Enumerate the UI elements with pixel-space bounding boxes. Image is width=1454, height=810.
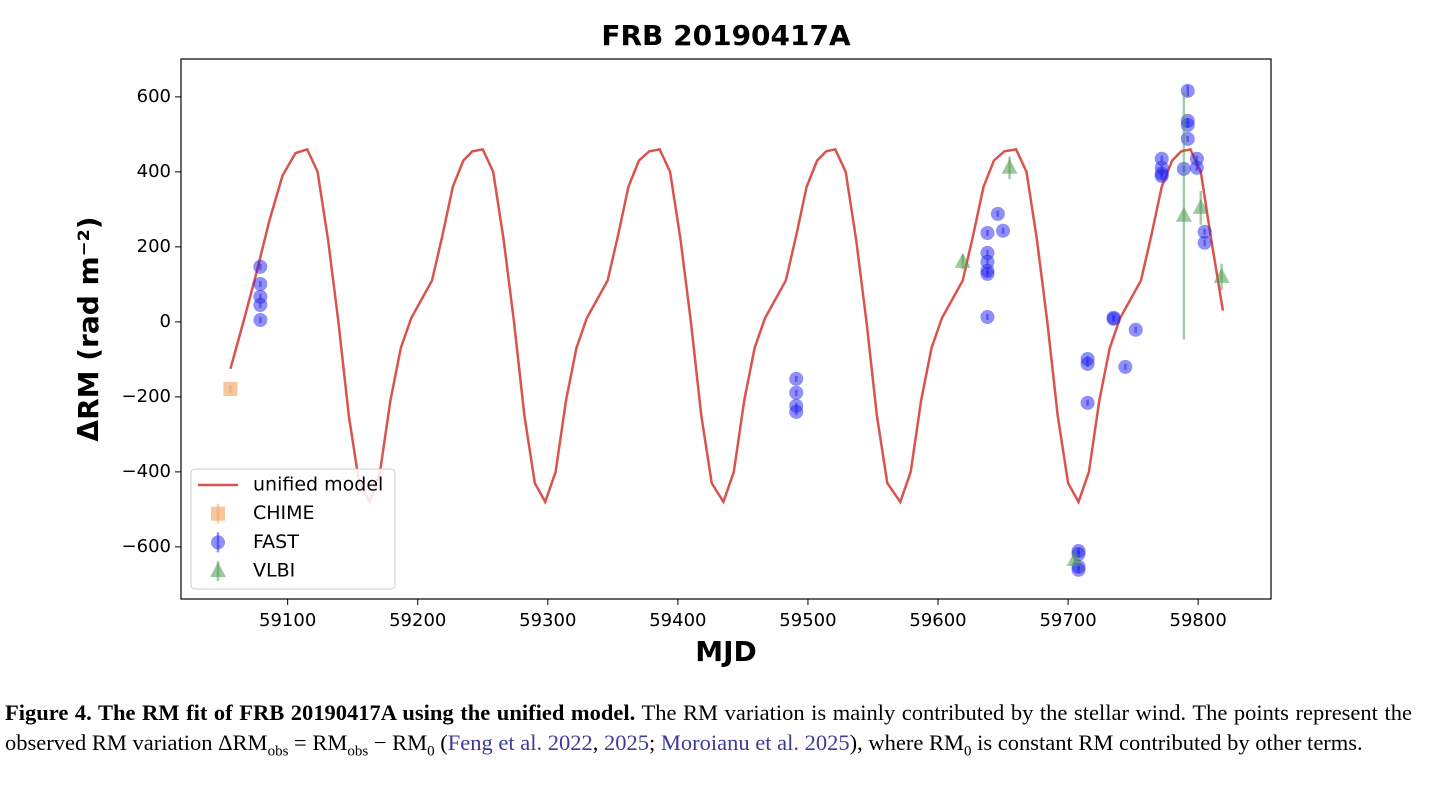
- caption-sub: obs: [267, 743, 289, 760]
- marker: [1192, 198, 1209, 214]
- marker: [980, 266, 995, 281]
- caption-text: The RM variation is mainly contributed b…: [5, 700, 1412, 755]
- caption-text: − RM: [368, 730, 428, 755]
- citation-link[interactable]: Feng et al. 2022: [447, 730, 593, 755]
- marker: [789, 371, 804, 386]
- caption-sub: 0: [963, 743, 972, 760]
- marker: [996, 223, 1011, 238]
- y-tick-label: 400: [137, 161, 171, 182]
- chart: FRB 20190417A MJD ΔRM (rad m⁻²) 59100 592…: [72, 19, 1272, 668]
- caption-text: is constant RM contributed by other term…: [971, 730, 1363, 755]
- marker: [253, 313, 268, 327]
- citation-link[interactable]: Moroianu et al. 2025: [660, 730, 850, 755]
- marker: [253, 277, 268, 291]
- x-tick-label: 59300: [519, 610, 576, 631]
- legend-label: unified model: [253, 474, 383, 496]
- marker: [1154, 169, 1169, 183]
- legend: unified model CHIME FAST VLBI: [190, 468, 396, 590]
- caption-text: (: [434, 730, 448, 755]
- marker: [1066, 551, 1083, 566]
- caption-text: ;: [649, 730, 661, 755]
- marker: [789, 385, 804, 400]
- y-tick-label: −400: [122, 461, 171, 482]
- y-tick-label: 0: [160, 311, 171, 332]
- marker: [1128, 322, 1143, 337]
- chart-title: FRB 20190417A: [601, 19, 851, 52]
- marker: [223, 382, 238, 396]
- marker: [1118, 359, 1133, 374]
- y-tick-label: −200: [122, 386, 171, 407]
- caption-text: ,: [592, 730, 605, 755]
- caption-text: = RM: [288, 730, 348, 755]
- legend-label: CHIME: [253, 502, 315, 524]
- y-tick-label: 200: [137, 236, 171, 257]
- y-tick-label: 600: [137, 86, 171, 107]
- marker: [980, 226, 995, 240]
- x-tick-label: 59200: [389, 610, 446, 631]
- legend-label: FAST: [253, 531, 299, 553]
- x-tick-label: 59600: [909, 610, 966, 631]
- marker: [1080, 356, 1095, 371]
- citation-link[interactable]: 2025: [604, 730, 650, 755]
- legend-swatch: [210, 562, 226, 578]
- x-axis-label: MJD: [695, 635, 757, 668]
- marker: [1071, 562, 1086, 577]
- legend-swatch: [211, 506, 225, 521]
- x-tick-label: 59400: [649, 610, 706, 631]
- legend-box: [190, 468, 396, 590]
- caption-text: ), where RM: [849, 730, 964, 755]
- marker: [990, 206, 1005, 221]
- figure-caption: Figure 4. The RM fit of FRB 20190417A us…: [5, 698, 1412, 760]
- caption-sub: 0: [427, 743, 435, 760]
- marker: [1175, 206, 1192, 222]
- marker: [1197, 224, 1212, 239]
- caption-sub: obs: [347, 743, 369, 760]
- marker: [253, 298, 268, 312]
- y-tick-label: −600: [122, 536, 171, 557]
- marker: [789, 404, 804, 419]
- marker: [1189, 160, 1204, 175]
- legend-swatch: [211, 535, 225, 550]
- x-tick-label: 59100: [259, 610, 316, 631]
- marker: [954, 252, 971, 268]
- marker: [1106, 311, 1121, 326]
- y-axis-label: ΔRM (rad m⁻²): [72, 216, 105, 441]
- marker: [1001, 158, 1018, 174]
- marker: [1213, 267, 1230, 283]
- marker: [1080, 395, 1095, 410]
- marker: [980, 310, 995, 324]
- marker: [1197, 235, 1212, 250]
- plot-frame: [180, 58, 1272, 600]
- x-tick-label: 59500: [779, 610, 836, 631]
- caption-bold: Figure 4. The RM fit of FRB 20190417A us…: [5, 700, 636, 725]
- x-tick-label: 59800: [1170, 610, 1227, 631]
- model-line: [229, 147, 1225, 505]
- legend-label: VLBI: [253, 560, 295, 582]
- x-tick-label: 59700: [1039, 610, 1096, 631]
- marker: [253, 259, 268, 274]
